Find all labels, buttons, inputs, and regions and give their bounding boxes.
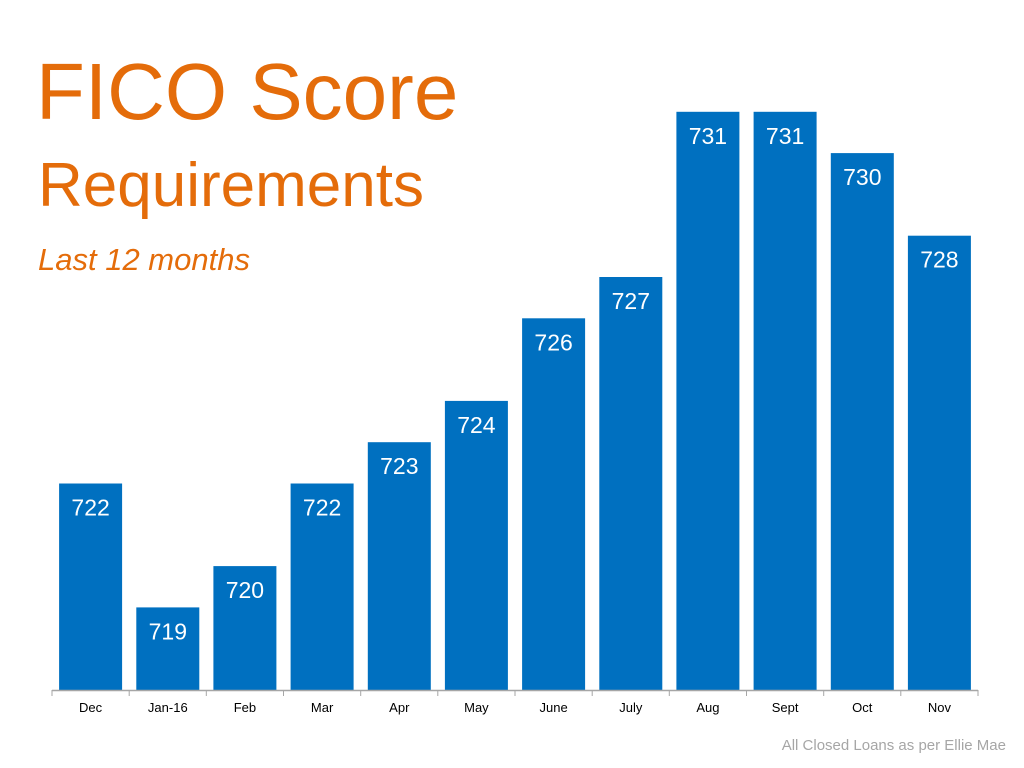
bar-value-label: 727 [612, 288, 650, 314]
chart-subtitle: Last 12 months [38, 242, 250, 277]
x-tick-label: Jan-16 [148, 700, 188, 715]
x-tick-label: Dec [79, 700, 103, 715]
bar-value-label: 724 [457, 412, 496, 438]
chart-title-line-2: Requirements [38, 151, 424, 220]
bar [136, 607, 200, 690]
bar [599, 277, 663, 690]
bar-value-label: 730 [843, 164, 881, 190]
x-tick-label: Apr [389, 700, 410, 715]
bar [522, 318, 586, 690]
x-axis: Dec Jan-16 Feb Mar Apr May June July Aug Sept Oct N… [51, 689, 979, 715]
bar-value-label: 731 [766, 123, 804, 149]
bar [676, 111, 740, 691]
x-tick-label: Mar [311, 700, 334, 715]
x-tick-label: June [539, 700, 567, 715]
bar [753, 111, 817, 691]
bar-value-label: 720 [226, 577, 264, 603]
chart-title-line-1: FICO Score [36, 47, 459, 136]
bar [830, 153, 894, 691]
x-tick-label: Sept [772, 700, 799, 715]
bar-value-label: 723 [380, 453, 418, 479]
bar [213, 566, 277, 690]
bar [367, 442, 431, 690]
x-tick-label: Feb [234, 700, 256, 715]
x-tick-label: May [464, 700, 489, 715]
bar [290, 483, 354, 690]
bar-value-label: 726 [534, 329, 572, 355]
x-tick-label: Oct [852, 700, 873, 715]
data-labels-layer: 722 719 720 722 723 724 726 727 731 731 730 728 [71, 123, 958, 645]
bar [907, 235, 971, 690]
x-tick-label: July [619, 700, 643, 715]
bar-value-label: 722 [303, 495, 341, 521]
x-tick-label: Aug [696, 700, 719, 715]
bar-value-label: 722 [71, 495, 109, 521]
bar-value-label: 719 [149, 618, 187, 644]
bar-value-label: 731 [689, 123, 727, 149]
bar [59, 483, 123, 690]
x-tick-label: Nov [928, 700, 952, 715]
bar-value-label: 728 [920, 247, 958, 273]
bar [444, 400, 508, 690]
source-footnote: All Closed Loans as per Ellie Mae [781, 737, 1006, 754]
bars-layer [59, 111, 971, 691]
